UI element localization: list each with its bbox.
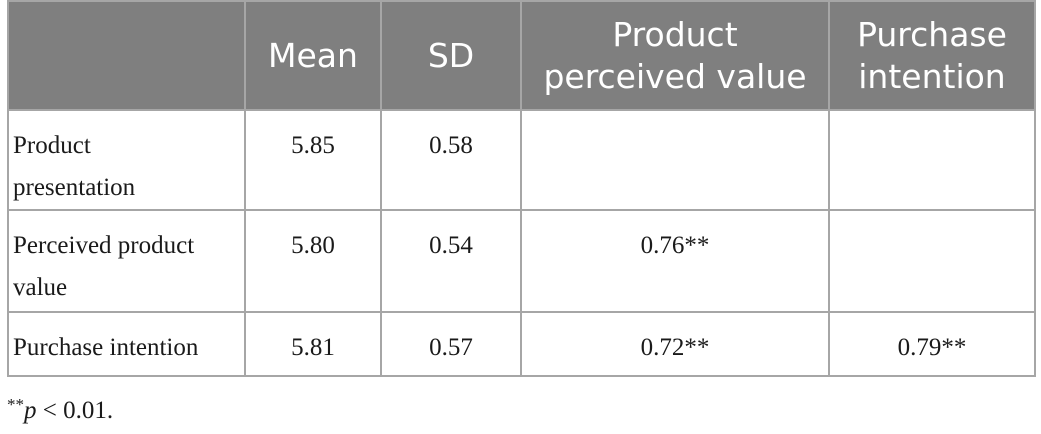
pi-cell: 0.79** (828, 311, 1036, 377)
sd-cell: 0.58 (380, 109, 522, 211)
header-cell-empty (7, 0, 246, 111)
sd-cell: 0.54 (380, 209, 522, 313)
header-ppv-line2: perceived value (543, 56, 807, 96)
row-label-line1: Product (13, 132, 91, 159)
header-row: Mean SD Product perceived value Purchase… (7, 0, 1036, 111)
mean-cell: 5.80 (244, 209, 382, 313)
header-ppv-line1: Product (612, 14, 738, 54)
row-label-line2: value (13, 274, 68, 301)
correlation-table: Mean SD Product perceived value Purchase… (7, 0, 1036, 377)
row-label-cell: Perceived product value (7, 209, 246, 313)
row-label-line2: presentation (13, 174, 136, 201)
row-label-cell: Purchase intention (7, 311, 246, 377)
header-pi-line1: Purchase (857, 14, 1007, 54)
correlation-table-container: Mean SD Product perceived value Purchase… (7, 0, 1036, 377)
pi-cell (828, 209, 1036, 313)
sd-cell: 0.57 (380, 311, 522, 377)
ppv-cell (520, 109, 830, 211)
header-pi-line2: intention (858, 56, 1006, 96)
pi-cell (828, 109, 1036, 211)
footnote-variable: p (24, 397, 37, 424)
row-label-cell: Product presentation (7, 109, 246, 211)
footnote-marker: ** (7, 395, 24, 414)
row-label-line1: Perceived product (13, 232, 195, 259)
footnote-text: < 0.01. (36, 397, 114, 424)
table-footnote: **p < 0.01. (7, 395, 113, 425)
mean-cell: 5.85 (244, 109, 382, 211)
table-row: Purchase intention 5.81 0.57 0.72** 0.79… (7, 311, 1036, 377)
header-cell-product-perceived-value: Product perceived value (520, 0, 830, 111)
ppv-cell: 0.76** (520, 209, 830, 313)
header-cell-purchase-intention: Purchase intention (828, 0, 1036, 111)
table-row: Product presentation 5.85 0.58 (7, 109, 1036, 211)
table-row: Perceived product value 5.80 0.54 0.76** (7, 209, 1036, 313)
mean-cell: 5.81 (244, 311, 382, 377)
header-cell-mean: Mean (244, 0, 382, 111)
header-cell-sd: SD (380, 0, 522, 111)
ppv-cell: 0.72** (520, 311, 830, 377)
